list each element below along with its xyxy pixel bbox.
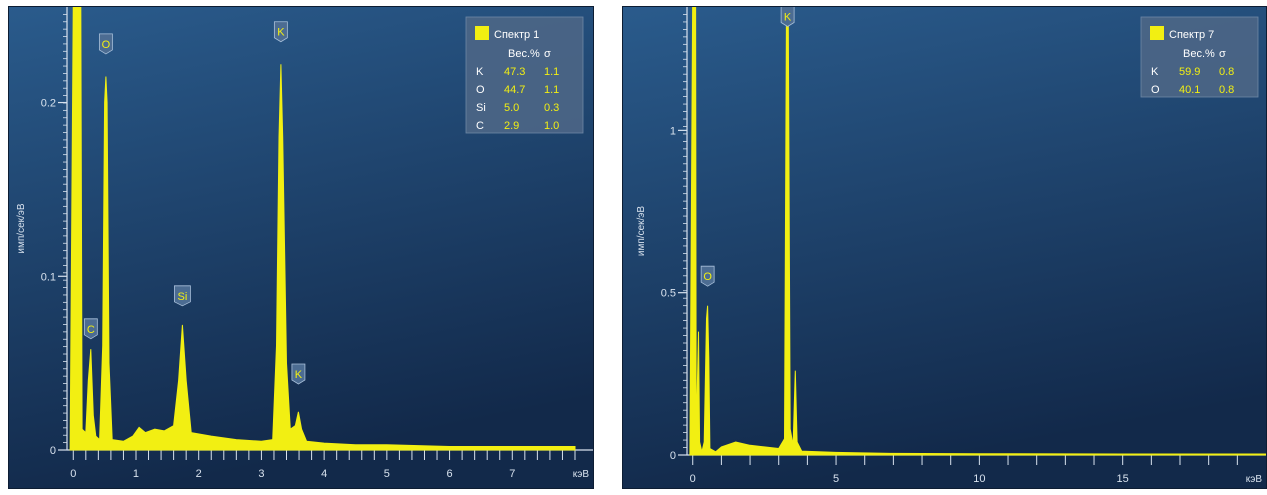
legend-box: Спектр 7 Вес.% σ K 59.9 0.8 O 40.1 0.8	[1140, 16, 1259, 98]
peak-label-k: K	[291, 363, 306, 385]
x-tick-label: 15	[1117, 473, 1129, 485]
legend-element: Si	[476, 102, 486, 114]
x-tick-label: 2	[196, 468, 202, 480]
x-tick-label: 5	[384, 468, 390, 480]
spectrum-series	[689, 7, 1266, 456]
legend-sigma: 1.1	[544, 66, 559, 78]
peak-label-text: Si	[178, 291, 188, 303]
x-tick-label: 0	[690, 473, 696, 485]
y-tick-label: 0	[50, 445, 56, 457]
y-axis-label: имп/сек/эВ	[16, 203, 27, 253]
legend-sigma: 0.3	[544, 102, 559, 114]
peak-label-text: K	[784, 11, 792, 23]
legend-weight-percent: 44.7	[504, 84, 525, 96]
peak-label-text: O	[102, 39, 111, 51]
legend-sigma: 0.8	[1219, 66, 1234, 78]
x-tick-label: 4	[321, 468, 327, 480]
y-tick-label: 1	[670, 125, 676, 137]
legend-title: Спектр 7	[1169, 29, 1214, 41]
peak-label-o: O	[700, 265, 715, 287]
legend-header: σ	[544, 48, 551, 60]
legend-title: Спектр 1	[494, 29, 539, 41]
legend-weight-percent: 2.9	[504, 120, 519, 132]
peak-label-k: K	[780, 7, 795, 27]
legend-header: σ	[1219, 48, 1226, 60]
legend-weight-percent: 47.3	[504, 66, 525, 78]
peak-label-box	[98, 33, 113, 55]
legend-element: C	[476, 120, 484, 132]
x-tick-label: 6	[447, 468, 453, 480]
peak-label-box	[83, 318, 98, 340]
x-axis-label: кэВ	[1246, 474, 1263, 485]
y-tick-label: 0	[670, 450, 676, 462]
legend-element: O	[476, 84, 485, 96]
peak-label-si: Si	[173, 285, 191, 307]
legend-element: O	[1151, 84, 1160, 96]
peak-label-box	[700, 265, 715, 287]
x-tick-label: 1	[133, 468, 139, 480]
legend-sigma: 1.1	[544, 84, 559, 96]
peak-label-text: O	[703, 271, 712, 283]
x-tick-label: 7	[509, 468, 515, 480]
peak-label-c: C	[83, 318, 98, 340]
peak-label-text: K	[295, 369, 303, 381]
peak-label-box	[291, 363, 306, 385]
x-tick-label: 0	[70, 468, 76, 480]
legend-sigma: 1.0	[544, 120, 559, 132]
legend-element: K	[1151, 66, 1159, 78]
x-tick-label: 10	[973, 473, 985, 485]
legend-header: Вес.%	[1183, 48, 1215, 60]
y-tick-label: 0.1	[41, 271, 56, 283]
x-axis-label: кэВ	[573, 469, 590, 480]
spectrum-7-panel: 0 0.5 1 имп/сек/эВ 0 5 10 15 кэВ O K Спектр 7 Вес.% σ…	[622, 6, 1267, 489]
legend-header: Вес.%	[508, 48, 540, 60]
x-tick-label: 5	[833, 473, 839, 485]
spectrum-series	[69, 7, 576, 451]
peak-label-box	[173, 285, 191, 307]
peak-label-text: C	[87, 324, 95, 336]
legend-weight-percent: 5.0	[504, 102, 519, 114]
legend-element: K	[476, 66, 484, 78]
legend-swatch	[1150, 26, 1164, 40]
spectrum-1-panel: 0 0.1 0.2 имп/сек/эВ 0 1 2 3 4 5 6 7 кэВ C O Si K K Спектр…	[8, 6, 594, 489]
y-axis-label: имп/сек/эВ	[636, 206, 647, 256]
legend-weight-percent: 59.9	[1179, 66, 1200, 78]
peak-label-box	[780, 7, 795, 27]
legend-swatch	[475, 26, 489, 40]
legend-box: Спектр 1 Вес.% σ K 47.3 1.1 O 44.7 1.1 Si 5.0 0.3 C 2…	[465, 16, 584, 134]
x-tick-label: 3	[258, 468, 264, 480]
legend-sigma: 0.8	[1219, 84, 1234, 96]
legend-weight-percent: 40.1	[1179, 84, 1200, 96]
peak-label-text: K	[277, 27, 285, 39]
peak-label-box	[273, 21, 288, 43]
y-tick-label: 0.5	[661, 288, 676, 300]
y-tick-label: 0.2	[41, 98, 56, 110]
peak-label-o: O	[98, 33, 113, 55]
peak-label-k: K	[273, 21, 288, 43]
